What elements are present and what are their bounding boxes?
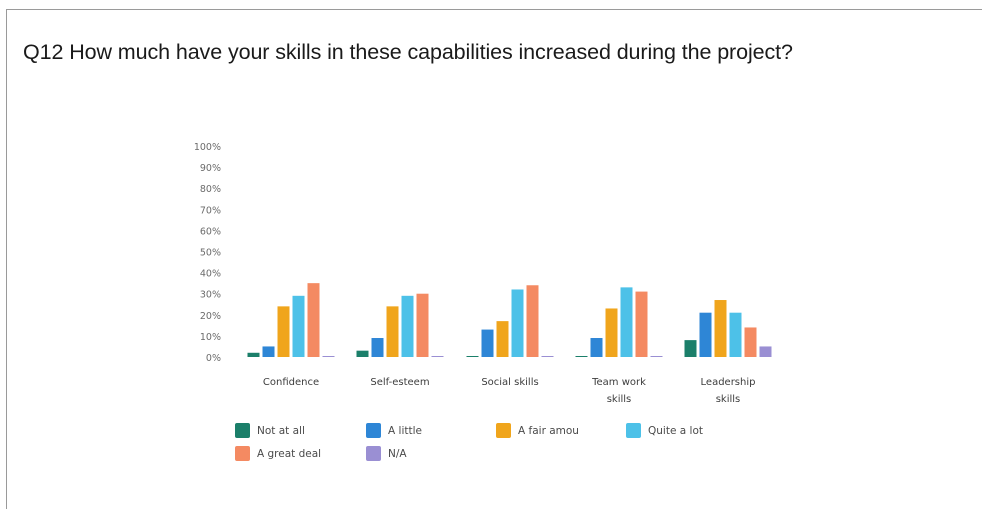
bar [605,308,618,357]
bar [481,329,494,357]
bar [262,346,275,357]
y-tick-label: 100% [194,142,221,153]
category-label: skills [716,394,741,405]
bar [371,338,384,357]
bar [466,356,479,357]
bar [247,352,260,357]
category-label: Leadership [701,377,756,388]
legend-item: A great deal [235,446,321,461]
y-tick-label: 30% [200,290,221,301]
bar [511,289,524,357]
bar [526,285,539,357]
category-label: Team work [591,377,646,388]
category-label: Self-esteem [370,377,429,388]
y-tick-label: 0% [206,353,221,364]
legend-item: A little [366,423,422,438]
bar [416,293,429,357]
bar [277,306,290,357]
question-title: Q12 How much have your skills in these c… [23,40,793,64]
y-tick-label: 20% [200,311,221,322]
legend-swatch [366,446,381,461]
bar [386,306,399,357]
bar [307,283,320,357]
bar [431,356,444,357]
chart-frame [6,9,982,509]
category-label: Confidence [263,377,319,388]
bar [496,321,509,357]
legend-swatch [235,423,250,438]
bar [714,300,727,357]
bar [401,295,414,357]
bar [575,356,588,357]
legend-item: Quite a lot [626,423,703,438]
bar [541,356,554,357]
legend-label: Quite a lot [648,424,703,437]
legend-swatch [496,423,511,438]
bar [650,356,663,357]
category-label: skills [607,394,632,405]
y-tick-label: 80% [200,184,221,195]
bar [699,312,712,357]
y-tick-label: 50% [200,248,221,259]
y-tick-label: 10% [200,332,221,343]
y-tick-label: 40% [200,269,221,280]
legend-label: Not at all [257,424,305,437]
bar [590,338,603,357]
bar-chart: 0% 10% 20% 30% 40% 50% 60% 70% 80% 90% 100% Confide… [194,142,772,405]
legend-item: Not at all [235,423,305,438]
bar [322,356,335,357]
y-tick-label: 60% [200,226,221,237]
legend-swatch [366,423,381,438]
legend-item: N/A [366,446,407,461]
bar [684,340,697,357]
legend-label: N/A [388,447,407,460]
bar [635,291,648,357]
bar [620,287,633,357]
legend-label: A little [388,424,422,437]
bar [759,346,772,357]
bar [729,312,742,357]
category-label: Social skills [481,377,538,388]
legend-label: A fair amou [518,424,579,437]
bar [744,327,757,357]
bar [292,295,305,357]
legend-swatch [626,423,641,438]
legend-item: A fair amou [496,423,579,438]
legend-label: A great deal [257,447,322,460]
bar [356,350,369,357]
y-tick-label: 90% [200,163,221,174]
legend-swatch [235,446,250,461]
y-tick-label: 70% [200,205,221,216]
